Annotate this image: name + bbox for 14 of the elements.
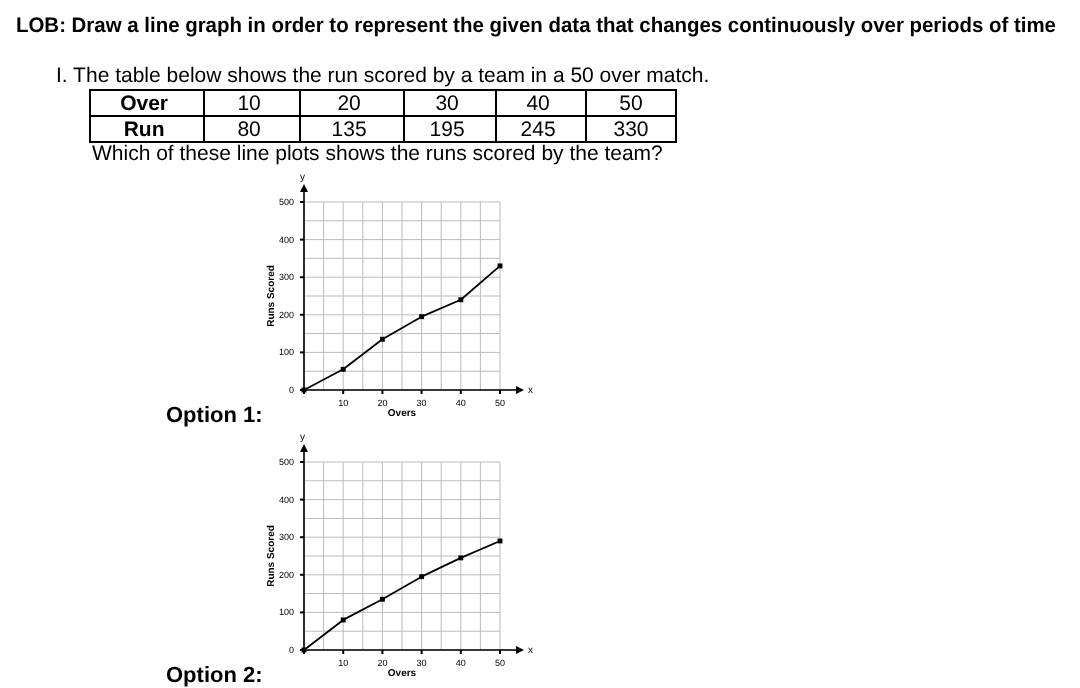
- point: [419, 574, 425, 580]
- text: LOB: Draw a line graph in order to represent the given data that changes continuously over periods of time: [16, 14, 1080, 38]
- text: Which of these line plots shows the runs scored by the team?: [92, 142, 664, 166]
- point: [458, 555, 464, 561]
- point: [379, 336, 385, 342]
- text: I. The table below shows the run scored by a team in a 50 over match.: [56, 64, 710, 88]
- text: Option 2:: [166, 664, 263, 688]
- text: Option 1:: [166, 404, 263, 428]
- data-table: Over 10 20 30 40 50 Run 80 135 195 245 330: [89, 89, 677, 143]
- point: [419, 314, 425, 320]
- point: [340, 617, 346, 623]
- point: [340, 366, 346, 372]
- point: [379, 596, 385, 602]
- point: [458, 297, 464, 303]
